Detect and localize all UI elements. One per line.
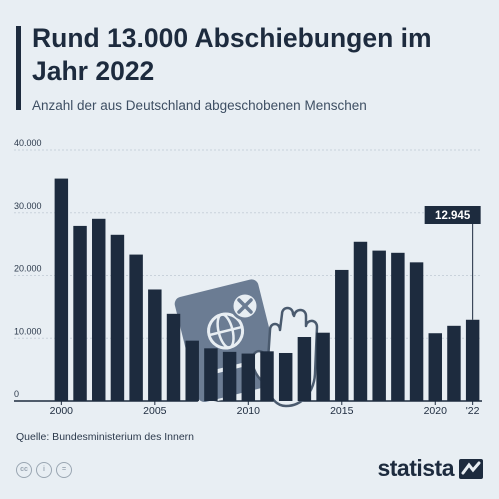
x-tick-label: 2005	[143, 405, 167, 417]
cc-icon[interactable]: cc	[16, 462, 32, 478]
bar-chart: 0 10.000 20.000 30.000 40.000 2000 2005 2010 201…	[14, 138, 482, 417]
bar-2014[interactable]	[316, 332, 330, 401]
nd-icon[interactable]: =	[56, 462, 72, 478]
chart-subtitle: Anzahl der aus Deutschland abgeschobenen…	[32, 98, 367, 113]
title-accent-bar	[16, 26, 21, 110]
bar-2010[interactable]	[241, 353, 256, 401]
x-tick-label: '22	[466, 405, 480, 417]
bar-2012[interactable]	[278, 352, 293, 401]
by-icon[interactable]: i	[36, 462, 52, 478]
x-tick-label: 2020	[424, 405, 448, 417]
logo-text: statista	[377, 455, 454, 481]
bar-2011[interactable]	[260, 351, 274, 401]
bar-2018[interactable]	[391, 252, 405, 401]
bar-2000[interactable]	[54, 178, 69, 401]
y-tick-label: 40.000	[14, 138, 42, 148]
bar-2016[interactable]	[353, 241, 368, 401]
bar-2005[interactable]	[148, 289, 162, 401]
x-tick-label: 2015	[330, 405, 354, 417]
statista-mark-icon	[459, 458, 483, 479]
bar-2001[interactable]	[73, 225, 87, 401]
y-tick-label: 10.000	[14, 326, 42, 336]
source-note: Quelle: Bundesministerium des Innern	[16, 431, 195, 443]
bar-2017[interactable]	[372, 250, 386, 401]
callout-box	[424, 206, 481, 224]
bar-2020[interactable]	[428, 333, 442, 401]
statista-logo[interactable]: statista	[377, 455, 483, 482]
x-tick-label: 2000	[50, 405, 74, 417]
bar-2007[interactable]	[185, 340, 199, 401]
bar-2002[interactable]	[92, 218, 106, 401]
bar-2021[interactable]	[447, 325, 461, 401]
bar-2015[interactable]	[335, 269, 349, 401]
callout-value-label: 12.945	[435, 210, 471, 222]
y-tick-label: 0	[14, 389, 19, 399]
bar-2019[interactable]	[409, 262, 424, 401]
bar-2022[interactable]	[465, 319, 480, 401]
reject-x-icon	[230, 291, 260, 321]
y-tick-label: 20.000	[14, 264, 42, 274]
chart-title: Rund 13.000 Abschiebungen im Jahr 2022	[32, 23, 432, 86]
bar-2006[interactable]	[166, 313, 181, 401]
bar-2013[interactable]	[297, 337, 312, 401]
bar-2003[interactable]	[110, 234, 125, 401]
bar-2009[interactable]	[222, 351, 237, 401]
x-tick-label: 2010	[237, 405, 261, 417]
bar-2004[interactable]	[129, 254, 143, 401]
y-tick-label: 30.000	[14, 201, 42, 211]
license-icons: cc i =	[16, 462, 72, 478]
bar-2008[interactable]	[204, 348, 218, 401]
